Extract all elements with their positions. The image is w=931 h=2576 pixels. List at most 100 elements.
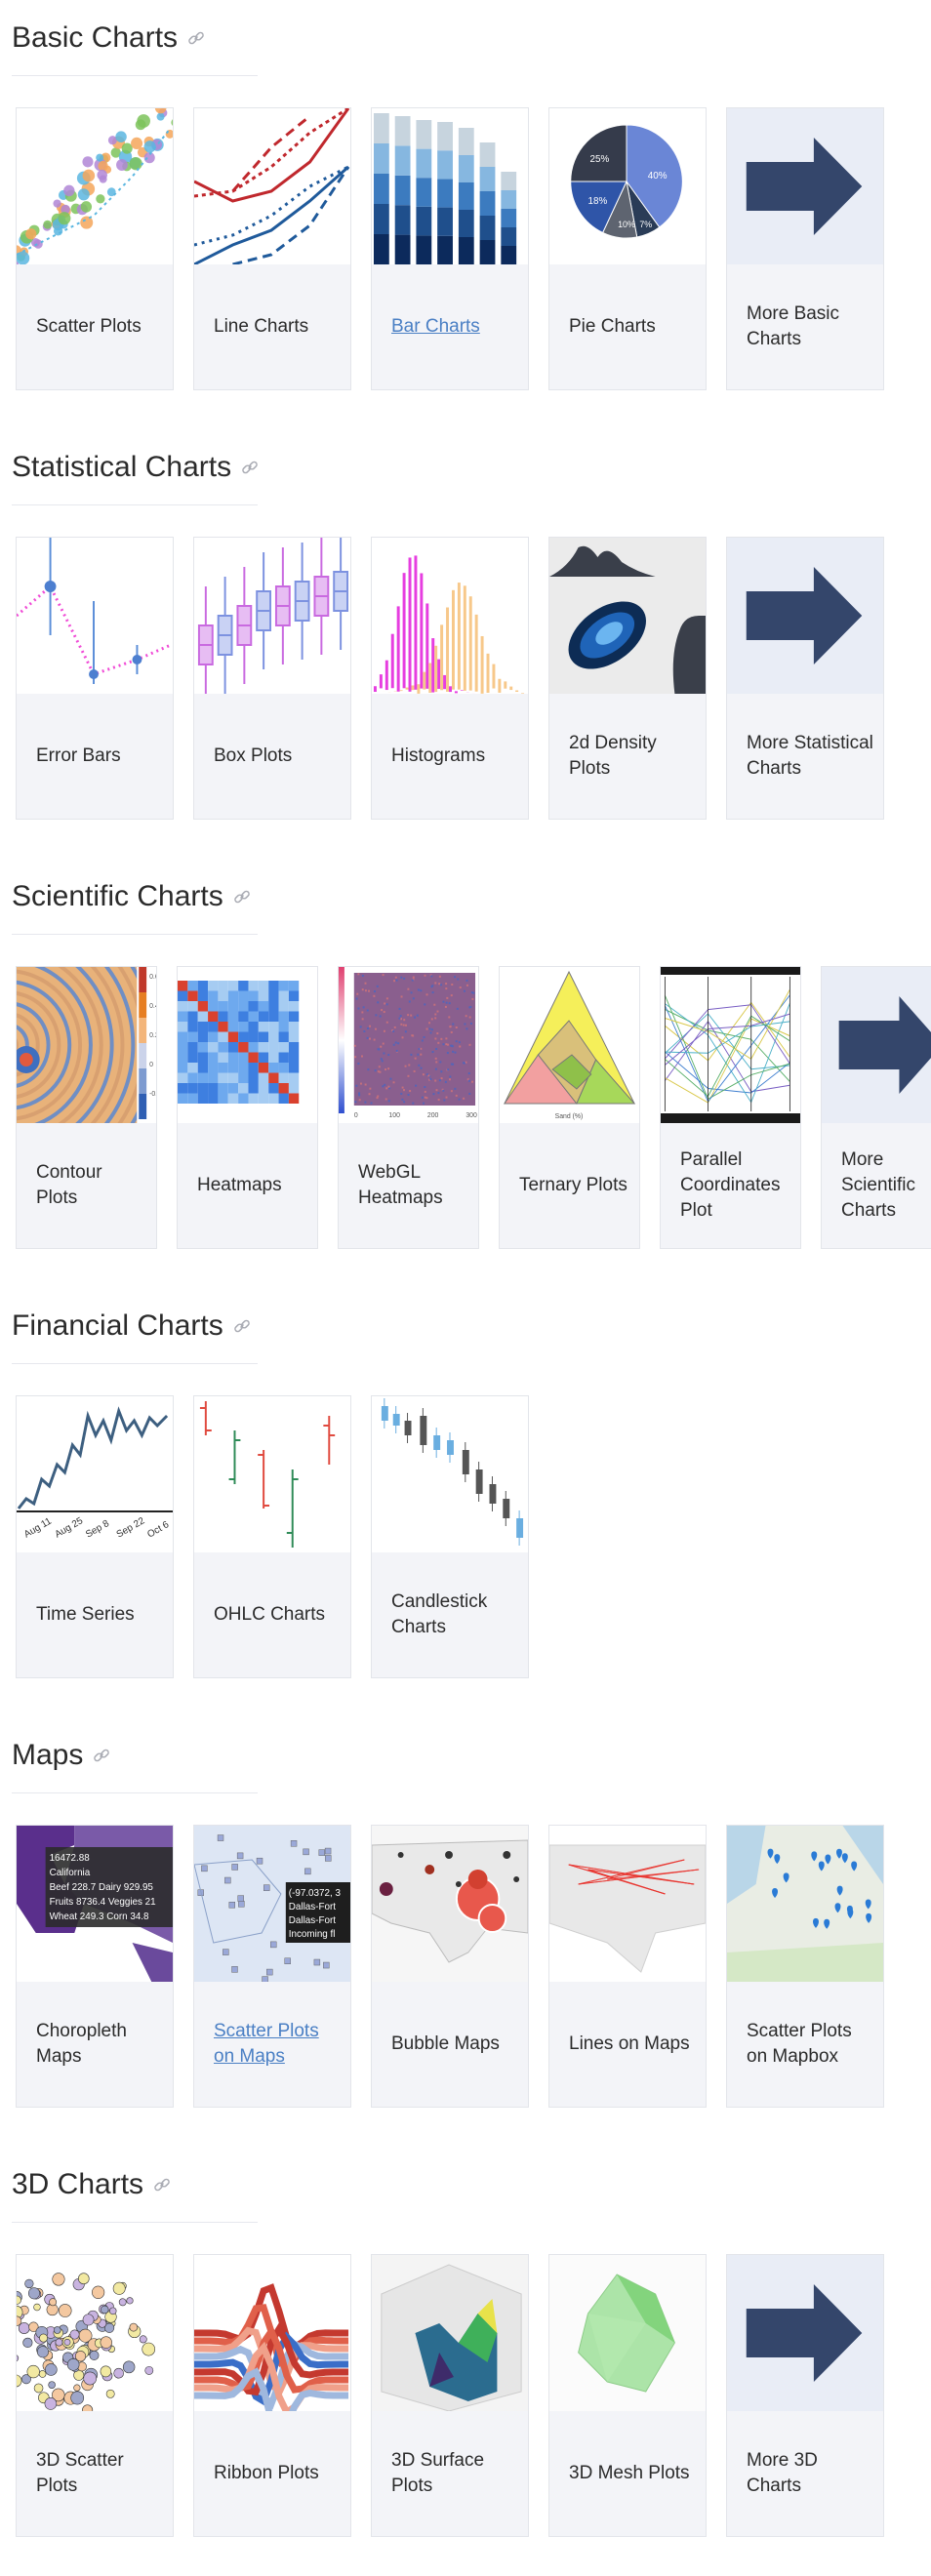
thumbnail-ribbon [194, 2255, 350, 2411]
scale-tick: 0.6 [149, 974, 156, 981]
chart-card-more-statistical-charts[interactable]: More Statistical Charts [726, 537, 884, 820]
card-label[interactable]: Ribbon Plots [214, 2463, 319, 2483]
thumbnail-graphic [373, 113, 517, 264]
chart-card-scatter-plots-on-maps[interactable]: (-97.0372, 3 Dallas-Fort Dallas-Fort Incomi… [193, 1825, 351, 2108]
card-label[interactable]: Bar Charts [391, 316, 480, 337]
chart-card-bar-charts[interactable]: Bar Charts [371, 107, 529, 390]
chart-card-bubble-maps[interactable]: Bubble Maps [371, 1825, 529, 2108]
card-label[interactable]: Scatter Plots on Mapbox [747, 2021, 852, 2067]
thumbnail-ohlc [194, 1396, 350, 1552]
thumbnail-arrow [727, 108, 883, 264]
thumbnail-bar [372, 108, 528, 264]
section-title: 3D Charts [12, 2166, 171, 2203]
section-title-text: Maps [12, 1739, 84, 1771]
section-divider [12, 504, 258, 505]
link-icon[interactable] [153, 2176, 171, 2194]
chart-card-box-plots[interactable]: Box Plots [193, 537, 351, 820]
chart-card-error-bars[interactable]: Error Bars [16, 537, 174, 820]
thumbnail-graphic [746, 138, 863, 235]
thumbnail-graphic [381, 1398, 524, 1546]
chart-card-parallel-coordinates-plot[interactable]: Parallel Coordinates Plot [660, 966, 801, 1249]
card-label[interactable]: Candlestick Charts [391, 1591, 488, 1637]
section-divider [12, 1363, 258, 1364]
card-label[interactable]: Line Charts [214, 316, 309, 337]
card-label[interactable]: More Scientific Charts [841, 1123, 931, 1248]
card-label[interactable]: More Statistical Charts [747, 694, 875, 819]
card-label[interactable]: Box Plots [214, 745, 293, 766]
card-label[interactable]: 3D Surface Plots [391, 2450, 485, 2496]
card-label[interactable]: OHLC Charts [214, 1604, 326, 1625]
chart-card-ribbon-plots[interactable]: Ribbon Plots [193, 2254, 351, 2537]
chart-card-3d-scatter-plots[interactable]: 3D Scatter Plots [16, 2254, 174, 2537]
chart-card-heatmaps[interactable]: Heatmaps [177, 966, 318, 1249]
chart-card-webgl-heatmaps[interactable]: 0 100 200 300 WebGL Heatmaps [338, 966, 479, 1249]
link-icon[interactable] [93, 1747, 110, 1764]
axis-tick: Aug 11 [22, 1515, 54, 1540]
thumbnail-graphic [549, 2255, 706, 2411]
thumbnail-graphic [17, 2255, 173, 2411]
card-label[interactable]: 3D Mesh Plots [569, 2463, 690, 2483]
card-label[interactable]: 2d Density Plots [569, 733, 657, 779]
chart-card-ohlc-charts[interactable]: OHLC Charts [193, 1395, 351, 1678]
tooltip-text: Beef 228.7 Dairy 929.95 [50, 1882, 154, 1893]
link-icon[interactable] [187, 29, 205, 47]
section-divider [12, 2222, 258, 2223]
chart-card-line-charts[interactable]: Line Charts [193, 107, 351, 390]
thumbnail-graphic [194, 2255, 350, 2411]
card-label[interactable]: Scatter Plots on Maps [214, 2021, 319, 2067]
thumbnail-graphic: Aug 11 Aug 25 Sep 8 Sep 22 Oct 6 [17, 1406, 173, 1541]
chart-card-scatter-plots-on-mapbox[interactable]: Scatter Plots on Mapbox [726, 1825, 884, 2108]
thumbnail-graphic [372, 2255, 528, 2411]
thumbnail-graphic [727, 1826, 883, 1982]
chart-card-more-basic-charts[interactable]: More Basic Charts [726, 107, 884, 390]
thumbnail-graphic: 16472.88 California Beef 228.7 Dairy 929.9… [17, 1826, 173, 1982]
thumbnail-graphic [372, 1826, 528, 1982]
arrow-right-icon [746, 2284, 863, 2382]
tooltip-text: Fruits 8736.4 Veggies 21 [50, 1897, 157, 1908]
chart-card-3d-mesh-plots[interactable]: 3D Mesh Plots [548, 2254, 707, 2537]
axis-tick: 200 [427, 1112, 439, 1119]
card-label[interactable]: Parallel Coordinates Plot [680, 1149, 781, 1221]
card-label[interactable]: Ternary Plots [519, 1175, 627, 1195]
chart-card-lines-on-maps[interactable]: Lines on Maps [548, 1825, 707, 2108]
thumbnail-graphic: 0 100 200 300 [339, 967, 478, 1123]
section-title-text: 3D Charts [12, 2168, 144, 2200]
chart-card-choropleth-maps[interactable]: 16472.88 California Beef 228.7 Dairy 929.9… [16, 1825, 174, 2108]
chart-card-pie-charts[interactable]: 25% 40% 18% 10% 7% Pie Charts [548, 107, 707, 390]
card-label[interactable]: Heatmaps [197, 1175, 282, 1195]
card-label[interactable]: 3D Scatter Plots [36, 2450, 124, 2496]
chart-card-2d-density-plots[interactable]: 2d Density Plots [548, 537, 707, 820]
tooltip-text: Wheat 249.3 Corn 34.8 [50, 1912, 149, 1922]
chart-card-candlestick-charts[interactable]: Candlestick Charts [371, 1395, 529, 1678]
chart-card-more-3d-charts[interactable]: More 3D Charts [726, 2254, 884, 2537]
thumbnail-graphic [746, 2284, 863, 2382]
card-label[interactable]: Lines on Maps [569, 2033, 690, 2054]
card-label[interactable]: Contour Plots [36, 1162, 102, 1208]
thumbnail-parallel [661, 967, 800, 1123]
thumbnail-graphic: 25% 40% 18% 10% 7% [570, 124, 683, 239]
link-icon[interactable] [233, 1317, 251, 1335]
link-icon[interactable] [233, 888, 251, 906]
card-label[interactable]: Pie Charts [569, 316, 656, 337]
card-label[interactable]: Time Series [36, 1604, 135, 1625]
chart-card-ternary-plots[interactable]: Sand (%) Ternary Plots [499, 966, 640, 1249]
chart-card-contour-plots[interactable]: 0.6 0.4 0.2 0 -0.2 Contour Plots [16, 966, 157, 1249]
pie-label: 10% [618, 220, 635, 229]
link-icon[interactable] [241, 459, 259, 476]
chart-card-3d-surface-plots[interactable]: 3D Surface Plots [371, 2254, 529, 2537]
card-label[interactable]: More Basic Charts [747, 264, 875, 389]
card-label[interactable]: More 3D Charts [747, 2411, 875, 2536]
chart-card-histograms[interactable]: Histograms [371, 537, 529, 820]
card-label[interactable]: Error Bars [36, 745, 121, 766]
chart-card-scatter-plots[interactable]: Scatter Plots [16, 107, 174, 390]
card-label[interactable]: Scatter Plots [36, 316, 142, 337]
card-label[interactable]: Choropleth Maps [36, 2021, 127, 2067]
card-label[interactable]: Histograms [391, 745, 486, 766]
chart-card-time-series[interactable]: Aug 11 Aug 25 Sep 8 Sep 22 Oct 6 Time Series [16, 1395, 174, 1678]
card-label[interactable]: WebGL Heatmaps [358, 1162, 443, 1208]
chart-card-more-scientific-charts[interactable]: More Scientific Charts [821, 966, 931, 1249]
card-label[interactable]: Bubble Maps [391, 2033, 500, 2054]
section-title: Statistical Charts [12, 449, 259, 486]
thumbnail-bubblemap [372, 1826, 528, 1982]
arrow-right-icon [746, 138, 863, 235]
